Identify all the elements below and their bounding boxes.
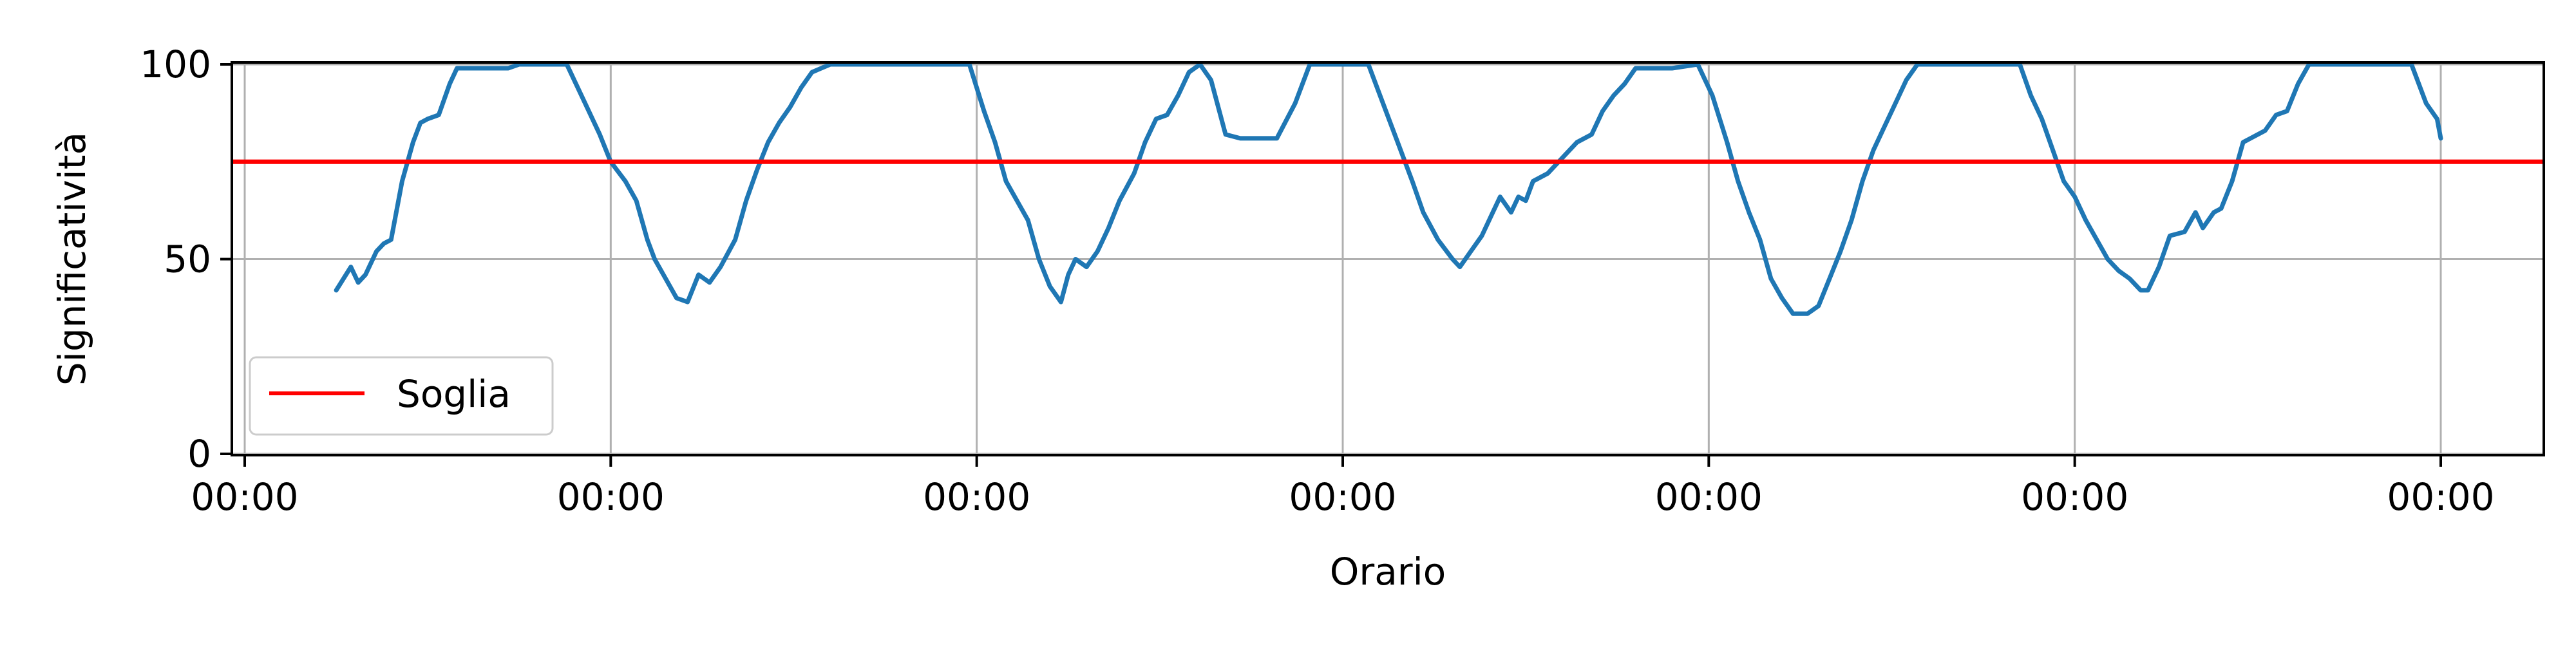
x-tick-label-1: 00:00: [557, 475, 665, 519]
x-axis-title: Orario: [1330, 550, 1446, 594]
y-tick-label-2: 100: [140, 42, 211, 86]
series-significativita-line: [334, 62, 2443, 316]
x-tick-label-0: 00:00: [191, 475, 298, 519]
legend: Soglia: [249, 356, 554, 436]
series-layer: [232, 62, 2544, 316]
x-tick-label-5: 00:00: [2021, 475, 2128, 519]
x-tick-label-6: 00:00: [2387, 475, 2494, 519]
legend-soglia-label: Soglia: [397, 372, 511, 416]
y-tick-label-0: 0: [187, 432, 211, 476]
y-axis-title: Significatività: [50, 132, 94, 386]
x-tick-label-3: 00:00: [1289, 475, 1396, 519]
x-tick-label-4: 00:00: [1655, 475, 1763, 519]
tick-layer: 00:00 00:00 00:00 00:00 00:00 00:00 00:0005010…: [140, 42, 2494, 519]
x-tick-label-2: 00:00: [923, 475, 1030, 519]
y-tick-label-1: 50: [164, 238, 211, 281]
legend-box: [249, 356, 554, 436]
